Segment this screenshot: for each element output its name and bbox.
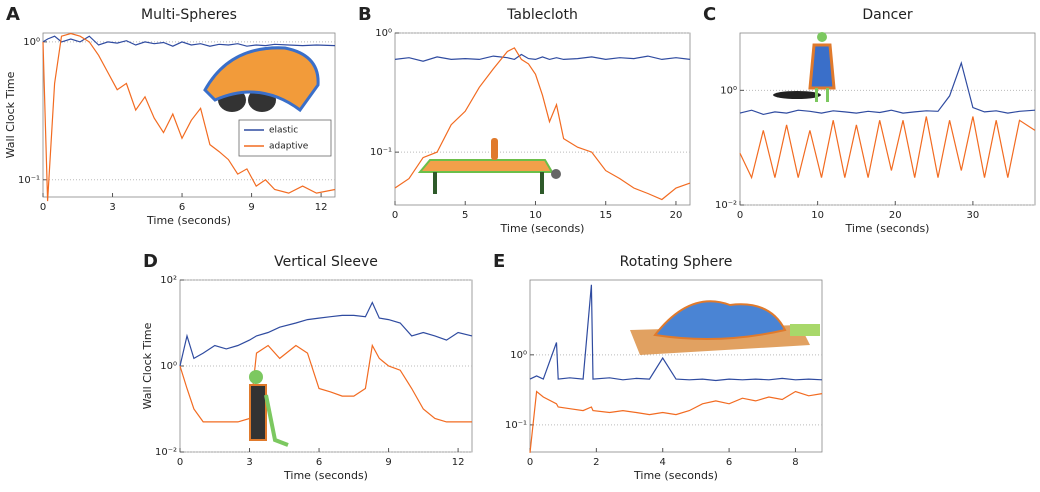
x-tick-label: 0 — [392, 210, 398, 221]
panel-letter: E — [493, 251, 505, 272]
panel-letter: C — [703, 4, 716, 25]
y-tick-label: 10⁰ — [720, 85, 737, 96]
x-tick-label: 12 — [452, 457, 465, 468]
chart-title: Multi-Spheres — [141, 7, 237, 23]
x-tick-label: 0 — [527, 457, 533, 468]
y-tick-label: 10⁰ — [375, 28, 392, 39]
x-tick-label: 6 — [726, 457, 732, 468]
plot-area — [180, 280, 472, 452]
y-tick-label: 10⁰ — [160, 361, 177, 372]
y-axis-label: Wall Clock Time — [4, 71, 17, 158]
y-tick-label: 10⁻² — [155, 447, 177, 458]
y-tick-label: 10⁻¹ — [505, 420, 527, 431]
x-tick-label: 10 — [529, 210, 542, 221]
x-tick-label: 6 — [316, 457, 322, 468]
y-tick-label: 10⁰ — [510, 350, 527, 361]
x-tick-label: 6 — [179, 202, 185, 213]
x-tick-label: 20 — [889, 210, 902, 221]
plot-area — [530, 280, 822, 452]
x-axis-label: Time (seconds) — [633, 469, 718, 482]
x-tick-label: 10 — [811, 210, 824, 221]
x-tick-label: 20 — [670, 210, 683, 221]
y-tick-label: 10⁻¹ — [370, 147, 392, 158]
x-tick-label: 2 — [593, 457, 599, 468]
panel-letter: B — [358, 4, 372, 25]
figure: 10⁻¹ 10⁰ 0 3 6 9 12 A Multi-Spheres Time (seconds… — [0, 0, 1040, 492]
x-tick-label: 9 — [248, 202, 254, 213]
x-axis-label: Time (seconds) — [283, 469, 368, 482]
x-axis-label: Time (seconds) — [500, 222, 585, 235]
chart-title: Tablecloth — [506, 7, 578, 23]
x-axis-label: Time (seconds) — [146, 214, 231, 227]
x-tick-label: 5 — [462, 210, 468, 221]
legend-label: elastic — [269, 126, 298, 136]
x-tick-label: 30 — [967, 210, 980, 221]
x-tick-label: 0 — [177, 457, 183, 468]
y-tick-label: 10² — [160, 275, 177, 286]
x-tick-label: 12 — [315, 202, 328, 213]
x-tick-label: 4 — [660, 457, 666, 468]
y-tick-label: 10⁻¹ — [18, 175, 40, 186]
plot-area — [740, 33, 1035, 205]
y-tick-label: 10⁰ — [23, 37, 40, 48]
x-tick-label: 15 — [599, 210, 612, 221]
y-tick-label: 10⁻² — [715, 200, 737, 211]
y-axis-label: Wall Clock Time — [141, 322, 154, 409]
panel-letter: A — [6, 4, 20, 25]
chart-title: Rotating Sphere — [620, 254, 733, 270]
x-tick-label: 0 — [40, 202, 46, 213]
x-tick-label: 9 — [385, 457, 391, 468]
chart-title: Dancer — [862, 7, 913, 23]
x-tick-label: 8 — [792, 457, 798, 468]
x-axis-label: Time (seconds) — [845, 222, 930, 235]
legend-label: adaptive — [269, 142, 309, 152]
panel-letter: D — [143, 251, 158, 272]
x-tick-label: 3 — [246, 457, 252, 468]
x-tick-label: 0 — [737, 210, 743, 221]
x-tick-label: 3 — [109, 202, 115, 213]
chart-title: Vertical Sleeve — [274, 254, 378, 270]
